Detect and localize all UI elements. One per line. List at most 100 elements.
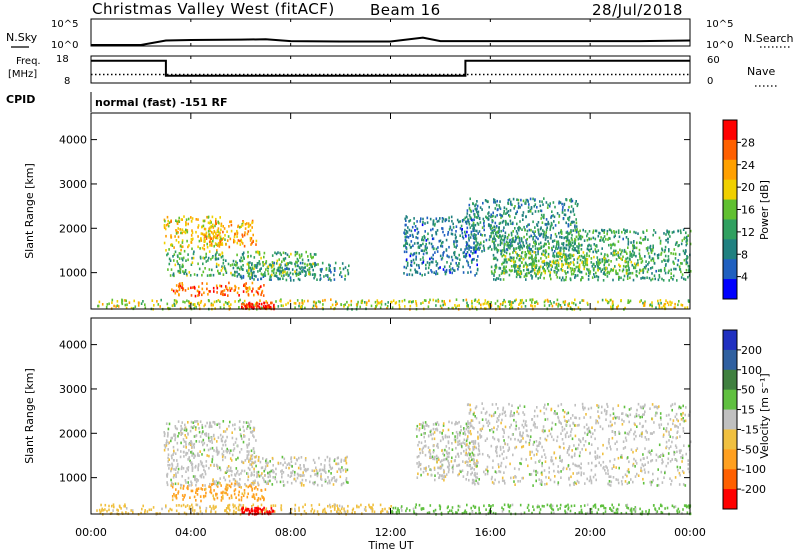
velocity-cell: [294, 470, 296, 474]
power-cell: [493, 247, 496, 251]
velocity-cell: [223, 476, 225, 479]
velocity-cell: [247, 472, 249, 475]
power-cell: [430, 242, 433, 246]
power-cell: [543, 233, 546, 236]
velocity-cell: [471, 510, 474, 513]
power-cell: [296, 299, 299, 302]
power-cell: [558, 251, 560, 255]
power-cell: [503, 258, 506, 261]
power-cell: [566, 266, 569, 269]
velocity-cell: [168, 422, 171, 426]
power-cell: [167, 224, 170, 228]
power-cell: [428, 241, 431, 245]
velocity-cell: [216, 464, 218, 467]
velocity-cell: [246, 450, 248, 453]
power-cell: [582, 256, 584, 260]
power-cell: [631, 255, 633, 258]
power-cell: [531, 265, 533, 268]
power-cell: [562, 300, 565, 304]
power-cell: [435, 232, 438, 236]
velocity-cell: [288, 512, 291, 515]
power-cell: [471, 252, 474, 255]
power-cell: [429, 257, 431, 261]
power-cell: [209, 290, 211, 293]
velocity-cell: [222, 494, 224, 498]
velocity-cell: [173, 474, 175, 477]
power-cell: [405, 215, 408, 218]
power-cell: [113, 304, 115, 308]
power-cell: [601, 228, 603, 232]
velocity-cell: [238, 503, 241, 507]
power-cell: [660, 301, 662, 305]
power-cell: [226, 239, 229, 242]
power-cell: [422, 252, 425, 256]
power-cell: [578, 249, 580, 253]
power-cell: [98, 300, 101, 304]
velocity-cell: [161, 507, 163, 511]
power-cell: [563, 278, 565, 282]
velocity-cell: [263, 478, 265, 482]
power-cell: [580, 237, 582, 241]
power-cell: [413, 261, 416, 265]
power-cell: [455, 235, 457, 239]
power-cell: [260, 285, 262, 288]
power-cell: [669, 235, 671, 238]
power-cell: [405, 250, 408, 254]
power-cell: [562, 206, 564, 209]
velocity-cell: [207, 448, 210, 452]
power-cell: [615, 230, 618, 234]
power-cell: [405, 266, 408, 270]
velocity-cell: [222, 443, 224, 447]
power-cell: [201, 232, 204, 236]
velocity-cell: [677, 507, 680, 511]
velocity-cell: [195, 434, 198, 437]
velocity-cell: [625, 511, 628, 515]
velocity-cell: [130, 509, 132, 512]
power-cell: [631, 271, 634, 275]
power-cell: [543, 300, 546, 304]
power-cell: [611, 302, 614, 305]
velocity-cell: [251, 487, 253, 491]
power-cell: [670, 252, 672, 255]
velocity-cell: [227, 486, 229, 490]
power-cell: [282, 271, 284, 274]
velocity-cell: [177, 471, 179, 474]
velocity-cell: [219, 433, 222, 437]
power-cell: [198, 293, 200, 297]
power-cell: [506, 248, 509, 252]
velocity-cell: [415, 428, 418, 431]
velocity-cell: [686, 505, 688, 509]
power-cell: [533, 251, 536, 254]
velocity-cell: [148, 508, 151, 512]
power-cell: [309, 262, 311, 266]
power-cell: [260, 302, 263, 306]
velocity-cell: [299, 473, 302, 477]
power-cell: [554, 261, 557, 264]
power-cell: [588, 243, 590, 247]
power-cell: [545, 256, 548, 259]
power-cell: [284, 252, 287, 255]
power-cell: [625, 264, 628, 268]
velocity-cell: [194, 428, 197, 431]
power-cell: [530, 304, 532, 307]
velocity-cell: [447, 459, 449, 463]
power-cell: [543, 235, 545, 238]
velocity-cell: [273, 510, 276, 513]
power-cell: [549, 273, 551, 277]
power-cell: [580, 278, 582, 282]
velocity-cell: [204, 487, 207, 491]
power-cell: [649, 244, 652, 248]
power-cell: [533, 241, 535, 244]
power-cell: [466, 259, 468, 263]
power-region-10: [502, 250, 642, 276]
velocity-cell: [253, 493, 255, 497]
power-cell: [472, 202, 474, 205]
power-cell: [564, 258, 567, 261]
power-cell: [144, 303, 146, 306]
power-cell: [501, 221, 504, 224]
power-cell: [558, 221, 560, 224]
power-cell: [223, 227, 226, 230]
power-cell: [173, 274, 175, 278]
power-cell: [594, 249, 597, 253]
velocity-cell: [197, 422, 199, 426]
